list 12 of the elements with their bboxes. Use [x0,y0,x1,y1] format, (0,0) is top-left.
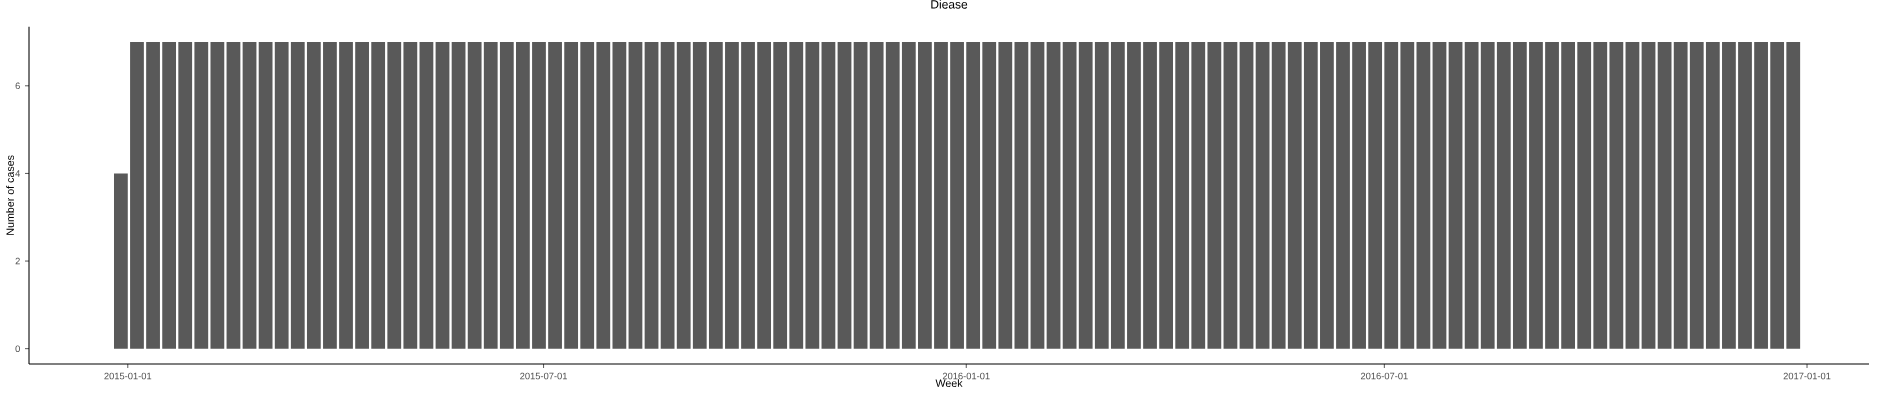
x-tick-label: 2016-07-01 [1360,372,1408,380]
x-tick-label: 2017-01-01 [1783,372,1831,380]
chart-title: Diease [931,0,968,9]
x-axis-title: Week [935,379,963,387]
x-tick-label: 2015-01-01 [104,372,152,380]
y-tick-label: 4 [15,170,21,177]
y-tick-label: 6 [15,82,20,90]
y-tick-label: 0 [15,345,20,352]
x-tick-label: 2015-07-01 [520,372,567,380]
x-tick-label: 2016-01-01 [942,372,990,380]
y-tick-label: 2 [15,257,20,265]
y-axis-title: Number of cases [6,155,14,235]
